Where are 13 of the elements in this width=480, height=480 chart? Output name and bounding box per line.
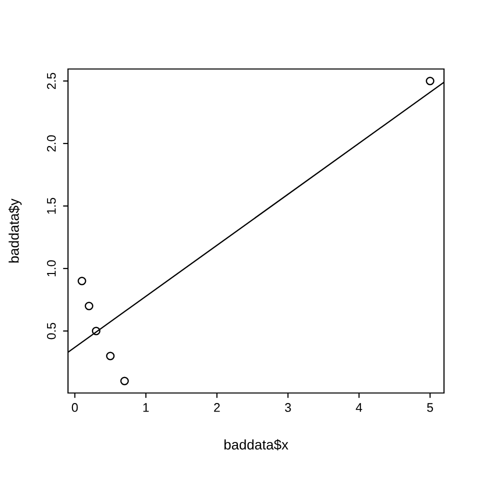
y-axis-title: baddata$y bbox=[8, 198, 22, 263]
x-tick-label: 3 bbox=[284, 403, 291, 412]
x-tick-label: 0 bbox=[72, 403, 78, 412]
y-tick-label: 0.5 bbox=[46, 322, 56, 340]
x-tick-label: 1 bbox=[143, 403, 149, 412]
y-tick-label: 1.0 bbox=[46, 260, 56, 276]
y-tick-label: 2.5 bbox=[46, 72, 56, 90]
x-tick-label: 4 bbox=[356, 403, 362, 412]
x-tick-label: 2 bbox=[214, 403, 220, 412]
x-axis-title: baddata$x bbox=[224, 439, 288, 450]
x-tick-label: 5 bbox=[427, 403, 434, 412]
y-tick-label: 1.5 bbox=[47, 198, 56, 214]
y-tick-label: 2.0 bbox=[46, 135, 56, 152]
